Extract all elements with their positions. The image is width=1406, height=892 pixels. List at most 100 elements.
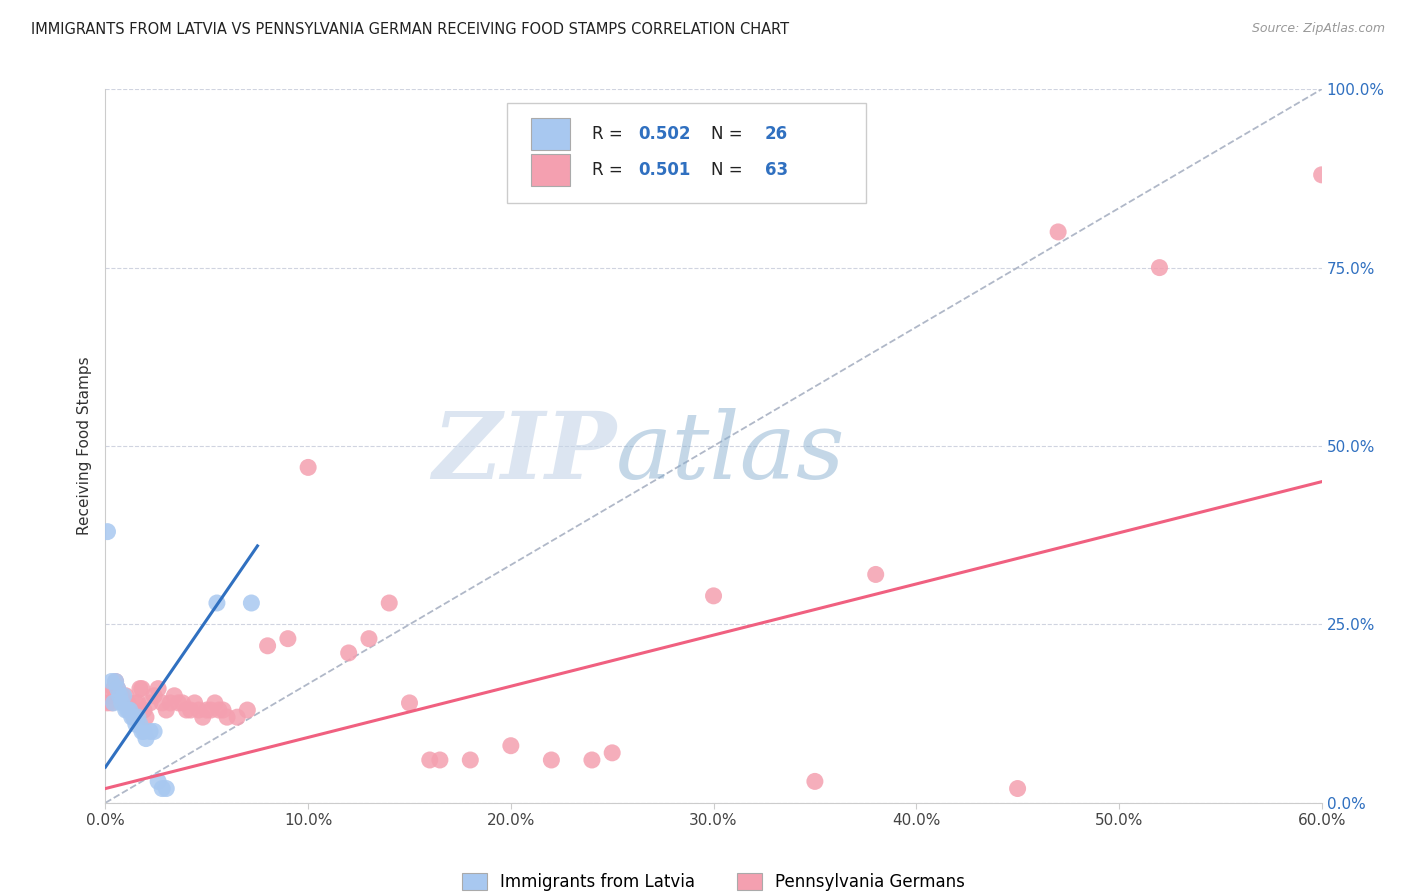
Point — [180, 703, 202, 717]
Point — [107, 681, 129, 696]
Point — [1007, 781, 1029, 796]
Text: N =: N = — [711, 161, 748, 178]
Point — [191, 710, 214, 724]
Point — [104, 674, 127, 689]
Point — [804, 774, 827, 789]
Point — [419, 753, 441, 767]
Point — [208, 703, 231, 717]
Point — [205, 596, 228, 610]
Point — [114, 703, 136, 717]
Point — [256, 639, 278, 653]
Point — [139, 696, 162, 710]
Point — [103, 696, 125, 710]
Point — [118, 703, 141, 717]
Point — [122, 710, 145, 724]
Text: atlas: atlas — [616, 409, 846, 498]
Point — [195, 703, 218, 717]
Point — [155, 781, 177, 796]
Legend: Immigrants from Latvia, Pennsylvania Germans: Immigrants from Latvia, Pennsylvania Ger… — [463, 872, 965, 891]
Text: Source: ZipAtlas.com: Source: ZipAtlas.com — [1251, 22, 1385, 36]
Point — [176, 703, 198, 717]
Point — [103, 681, 125, 696]
Point — [125, 696, 148, 710]
Point — [458, 753, 481, 767]
Point — [104, 674, 127, 689]
Point — [172, 696, 194, 710]
Point — [121, 703, 143, 717]
Point — [581, 753, 603, 767]
Point — [111, 696, 134, 710]
Point — [1047, 225, 1070, 239]
Point — [357, 632, 380, 646]
Point — [111, 689, 134, 703]
Point — [240, 596, 263, 610]
Point — [600, 746, 623, 760]
Point — [146, 774, 169, 789]
Point — [96, 696, 118, 710]
Point — [107, 681, 129, 696]
Point — [183, 696, 205, 710]
Point — [499, 739, 522, 753]
Point — [337, 646, 360, 660]
Point — [96, 524, 118, 539]
Point — [118, 703, 141, 717]
Point — [143, 689, 166, 703]
Y-axis label: Receiving Food Stamps: Receiving Food Stamps — [77, 357, 93, 535]
Point — [122, 710, 145, 724]
Point — [540, 753, 562, 767]
Point — [98, 689, 121, 703]
Point — [112, 696, 135, 710]
Text: R =: R = — [592, 161, 628, 178]
Point — [236, 703, 259, 717]
FancyBboxPatch shape — [531, 119, 569, 150]
Point — [297, 460, 319, 475]
Point — [129, 681, 152, 696]
Text: 0.501: 0.501 — [638, 161, 690, 178]
Point — [127, 710, 149, 724]
Point — [135, 731, 157, 746]
Point — [108, 689, 131, 703]
Text: N =: N = — [711, 125, 748, 143]
Point — [217, 710, 239, 724]
Point — [117, 703, 139, 717]
Text: R =: R = — [592, 125, 628, 143]
Point — [1310, 168, 1333, 182]
Point — [117, 696, 139, 710]
Point — [131, 681, 153, 696]
Point — [112, 689, 135, 703]
Point — [378, 596, 401, 610]
Point — [125, 717, 148, 731]
Point — [150, 696, 173, 710]
Point — [129, 717, 152, 731]
Point — [132, 703, 155, 717]
Point — [204, 696, 226, 710]
Text: 26: 26 — [765, 125, 787, 143]
Point — [398, 696, 420, 710]
Text: 63: 63 — [765, 161, 787, 178]
Point — [200, 703, 222, 717]
Point — [146, 681, 169, 696]
Point — [155, 703, 177, 717]
Point — [143, 724, 166, 739]
Text: 0.502: 0.502 — [638, 125, 690, 143]
Point — [429, 753, 451, 767]
Point — [1149, 260, 1171, 275]
Point — [121, 710, 143, 724]
Point — [277, 632, 299, 646]
Text: IMMIGRANTS FROM LATVIA VS PENNSYLVANIA GERMAN RECEIVING FOOD STAMPS CORRELATION : IMMIGRANTS FROM LATVIA VS PENNSYLVANIA G… — [31, 22, 789, 37]
Point — [167, 696, 190, 710]
Text: ZIP: ZIP — [432, 409, 616, 498]
Point — [131, 724, 153, 739]
Point — [212, 703, 235, 717]
Point — [127, 696, 149, 710]
FancyBboxPatch shape — [506, 103, 866, 203]
Point — [100, 696, 122, 710]
Point — [135, 710, 157, 724]
Point — [114, 689, 136, 703]
Point — [132, 724, 155, 739]
Point — [865, 567, 887, 582]
Point — [226, 710, 249, 724]
Point — [163, 689, 186, 703]
Point — [139, 724, 162, 739]
Point — [159, 696, 181, 710]
